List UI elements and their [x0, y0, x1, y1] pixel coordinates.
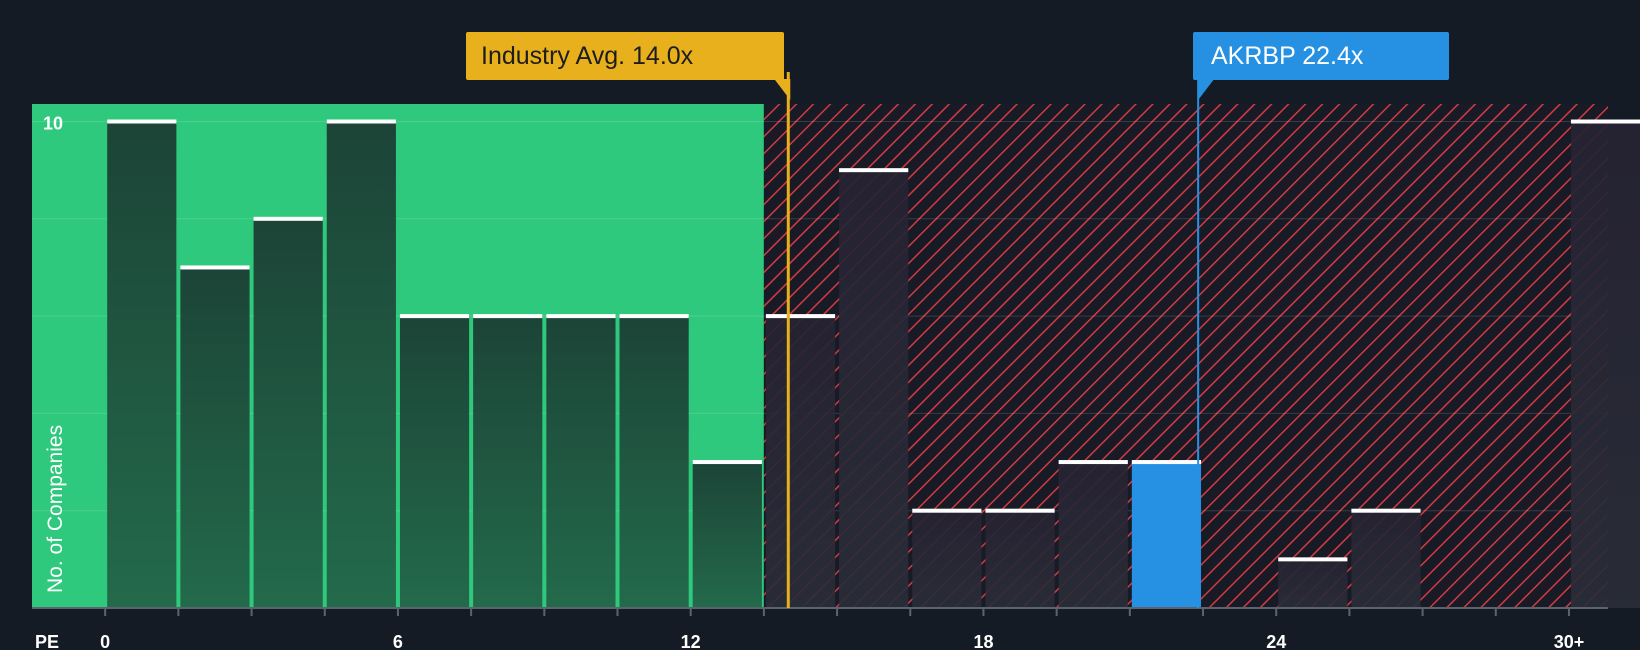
bar-cap	[326, 119, 396, 124]
histogram-bar	[692, 462, 762, 608]
histogram-bar	[1351, 510, 1421, 608]
x-tick-label: 6	[393, 632, 403, 650]
y-tick-label: 10	[43, 114, 63, 134]
x-axis-label: PE	[35, 632, 59, 650]
bar-cap	[399, 314, 470, 319]
histogram-bar	[326, 121, 396, 608]
company-pe-callout: AKRBP 22.4x	[1193, 32, 1449, 80]
bar-cap	[253, 216, 323, 221]
x-tick-label: 0	[100, 632, 110, 650]
histogram-bar	[1278, 559, 1348, 608]
histogram-bar	[1570, 121, 1640, 608]
bar-cap	[546, 314, 616, 319]
bar-cap	[1131, 460, 1202, 465]
histogram-bar	[839, 170, 909, 608]
histogram-bar	[1058, 462, 1128, 608]
bar-cap	[180, 265, 250, 270]
bar-cap	[839, 168, 909, 173]
x-tick-label: 24	[1266, 632, 1286, 650]
histogram-bar	[985, 510, 1055, 608]
histogram-bar	[399, 316, 470, 608]
y-axis-label: No. of Companies	[44, 425, 67, 593]
bar-cap	[765, 314, 836, 319]
histogram-bar	[473, 316, 543, 608]
histogram-bar	[912, 510, 982, 608]
x-tick-label: 18	[973, 632, 993, 650]
company-callout-pointer	[1198, 79, 1215, 100]
bar-cap	[1351, 508, 1421, 513]
bar-cap	[1278, 557, 1348, 562]
industry-callout-pointer	[774, 79, 791, 100]
x-axis: 0 6 12 18 24 30+	[32, 607, 1608, 650]
histogram-bar	[180, 267, 250, 608]
x-tick-label: 30+	[1554, 632, 1585, 650]
bar-cap	[1058, 460, 1128, 465]
bar-cap	[912, 508, 982, 513]
x-tick-label: 12	[681, 632, 701, 650]
histogram-bar	[546, 316, 616, 608]
bars	[107, 119, 1640, 609]
histogram-bar	[619, 316, 689, 608]
histogram-bar	[107, 121, 177, 608]
bar-cap	[692, 460, 762, 465]
bar-cap	[619, 314, 689, 319]
histogram-bar	[253, 218, 323, 609]
industry-average-callout: Industry Avg. 14.0x	[466, 32, 784, 80]
histogram-bar	[1131, 462, 1202, 608]
bar-cap	[1570, 119, 1640, 124]
bar-cap	[107, 119, 177, 124]
bar-cap	[985, 508, 1055, 513]
histogram-bar	[765, 316, 836, 608]
bar-cap	[473, 314, 543, 319]
